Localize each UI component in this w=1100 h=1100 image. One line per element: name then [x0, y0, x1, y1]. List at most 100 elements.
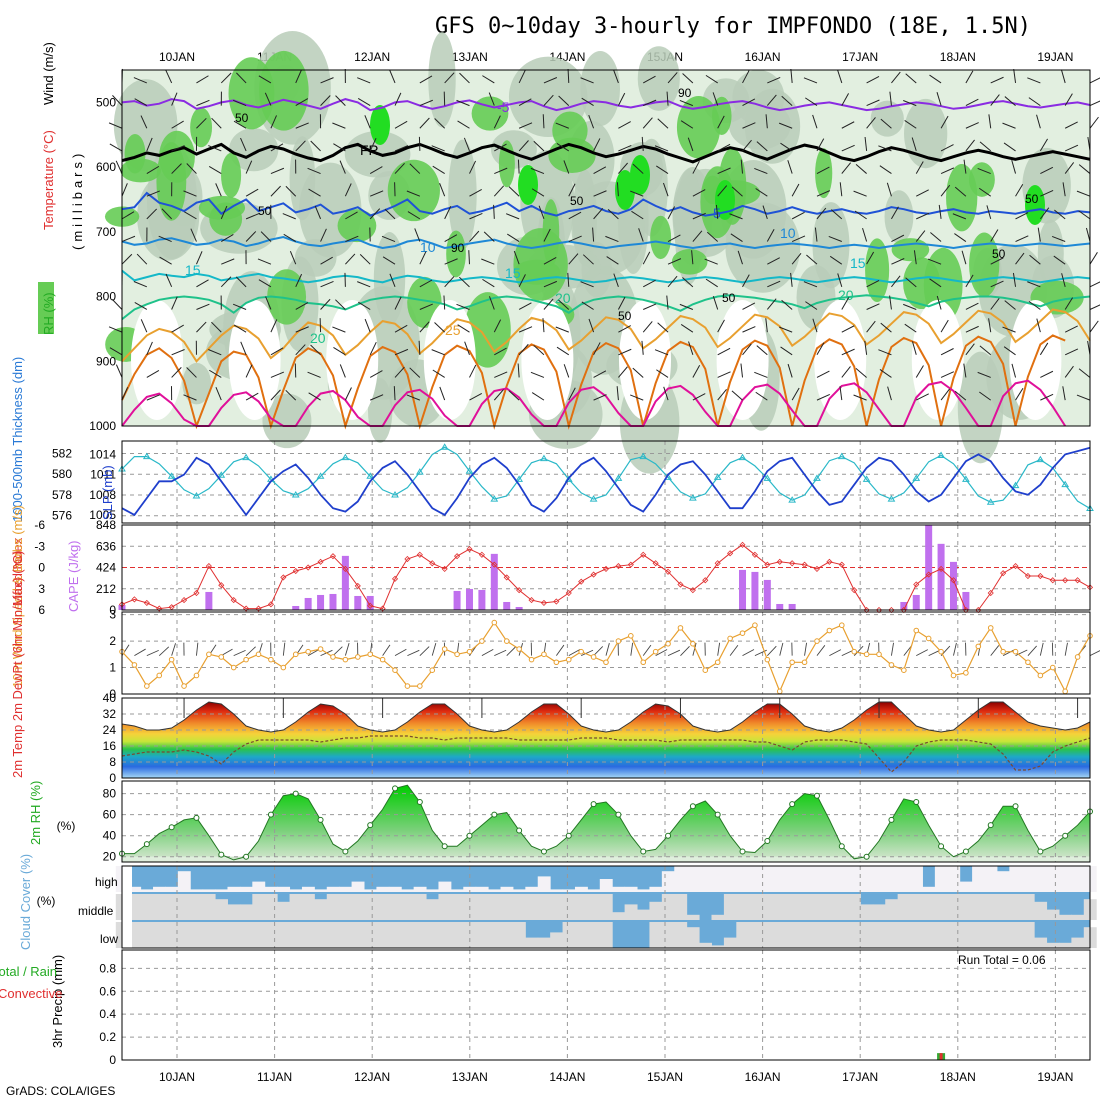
rh-dry-lobe [326, 300, 379, 420]
wind-barb [171, 163, 182, 174]
wind-barb [864, 136, 868, 151]
wind-barb [841, 162, 852, 174]
wind-barb [638, 228, 644, 242]
wind-barb [979, 141, 992, 152]
wind10-marker [776, 688, 783, 695]
li-marker [1037, 572, 1044, 580]
rh2m-marker [987, 822, 994, 829]
wind10-marker [429, 667, 436, 673]
wind10-marker [913, 627, 920, 634]
cloud-clear-cell [227, 886, 241, 892]
thickness-marker [316, 472, 325, 479]
rh2m-marker [392, 785, 399, 792]
wind-barb [742, 326, 756, 333]
wind-barb [929, 74, 942, 84]
wind-barb [183, 394, 197, 401]
wind-barb [816, 207, 827, 220]
wind-barb [394, 296, 402, 310]
wind-barb [220, 205, 228, 220]
rh-blob-green [542, 199, 560, 267]
cloud-clear-cell [736, 866, 750, 892]
wind-barb [791, 235, 806, 242]
wind10-barb [779, 642, 784, 656]
wind-barb [878, 145, 892, 152]
wind-barb [1039, 138, 1049, 152]
cloud-pad [122, 866, 132, 948]
cloud-clear-cell [512, 889, 526, 892]
cloud-clear-cell [252, 922, 266, 948]
li-marker [664, 568, 672, 575]
wind-barb [641, 340, 644, 355]
wind-barb [940, 167, 955, 175]
wind-barb [866, 279, 880, 288]
cloud-clear-cell [922, 922, 936, 948]
cloud-clear-cell [686, 914, 700, 920]
isotherm-label: FR [360, 142, 379, 158]
cape-tick: 212 [96, 582, 116, 596]
wind10-barb [593, 646, 604, 656]
wind-barb [159, 256, 172, 265]
wind10-barb [134, 648, 146, 657]
wind-barb [717, 319, 725, 333]
cloud-clear-cell [190, 894, 204, 920]
wind-barb [419, 75, 433, 84]
cape-tick: 424 [96, 561, 116, 575]
cloud-clear-cell [326, 886, 340, 892]
wind-barb [518, 274, 526, 288]
wind-barb [459, 72, 470, 84]
wind-barb [630, 394, 644, 401]
wind-barb [270, 167, 285, 175]
wind-barb [780, 346, 793, 356]
cloud-clear-cell [674, 866, 688, 892]
cloud-clear-cell [500, 886, 514, 892]
wind-barb [407, 211, 421, 220]
wind-barb [533, 344, 545, 356]
wind-barb [731, 390, 743, 401]
cloud-clear-cell [177, 922, 191, 948]
wind-barb [115, 364, 123, 378]
wind-barb [357, 281, 371, 288]
precip-legend-conv: Convective [0, 986, 62, 1001]
li-marker [205, 563, 212, 570]
cloud-clear-cell [996, 871, 1010, 892]
rh-contour-label: 50 [618, 309, 632, 323]
wind-barb [717, 143, 731, 152]
wind-barb [468, 250, 470, 265]
cloud-clear-cell [674, 922, 688, 948]
wind-barb [715, 204, 719, 219]
wind-barb [140, 115, 148, 129]
wind10-barb [655, 649, 668, 657]
wind-barb [1011, 159, 1017, 174]
wind10-barb [680, 646, 690, 656]
cloud-clear-cell [1021, 922, 1035, 948]
wind-barb [791, 253, 802, 265]
cloud-clear-cell [649, 922, 663, 948]
temp-area [122, 702, 1090, 778]
wind-barb [866, 75, 880, 84]
cloud-clear-cell [872, 904, 886, 920]
wind-tick: 3 [109, 608, 116, 622]
wind-barb [605, 235, 619, 242]
cloud-clear-cell [239, 886, 253, 892]
rh-contour-label: 50 [570, 194, 584, 208]
wind10-marker [454, 651, 460, 658]
wind-barb [432, 369, 445, 378]
rh2m-marker [714, 811, 721, 818]
wind-barb [1002, 326, 1016, 333]
cloud-clear-cell [574, 894, 588, 920]
rh-blob-green [159, 130, 195, 183]
rh-dry-lobe [716, 300, 769, 420]
wind-barb [755, 188, 768, 197]
wind10m-panel: 0 1 2 3 [109, 608, 1100, 701]
wind-barb [632, 367, 644, 378]
cloud-clear-cell [550, 889, 564, 892]
wind-barb [790, 68, 793, 83]
wind-barb [886, 182, 892, 197]
wind10-barb [1027, 645, 1037, 656]
wind-barb [853, 190, 867, 197]
li-marker [987, 589, 994, 597]
wind-barb [419, 303, 433, 310]
cloud-clear-cell [984, 922, 998, 948]
slp-tick: 1014 [89, 447, 116, 461]
cape-bar [465, 588, 473, 610]
